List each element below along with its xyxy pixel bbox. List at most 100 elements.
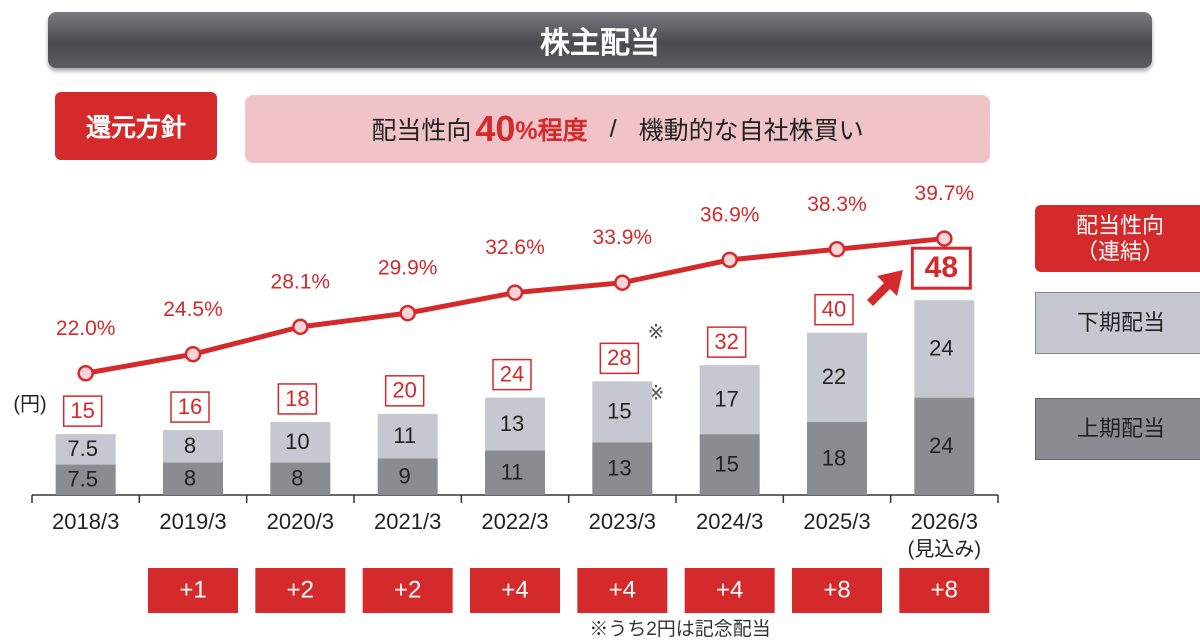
bar-label: 7.5 — [67, 436, 98, 461]
increase-label: +4 — [609, 576, 636, 603]
bar-segment — [485, 450, 545, 495]
bar-label: 11 — [393, 423, 416, 448]
increase-label: +8 — [823, 576, 850, 603]
increase-label: +1 — [179, 576, 206, 603]
bar-label: 7.5 — [67, 467, 98, 492]
bar-label: 17 — [714, 386, 738, 411]
note-mark: ※ — [648, 321, 665, 343]
bar-segment — [699, 434, 760, 495]
total-box — [277, 383, 318, 415]
total-label: 18 — [285, 386, 309, 411]
x-tick-label: 2020/3 — [267, 509, 334, 534]
x-tick-label: 2019/3 — [159, 509, 226, 534]
bar-segment — [914, 397, 975, 495]
line-value-label: 33.9% — [593, 226, 653, 249]
line-marker — [292, 318, 309, 336]
line-marker — [936, 230, 953, 247]
line-marker — [828, 240, 846, 258]
x-tick-label: 2021/3 — [374, 509, 441, 534]
policy-box: 配当性向 40 %程度 / 機動的な自社株買い — [245, 95, 990, 163]
bar-segment — [592, 442, 653, 495]
bar-segment — [485, 397, 545, 451]
bar-segment — [807, 332, 867, 422]
legend-item: 下期配当 — [1035, 292, 1200, 354]
bar-label: 13 — [607, 455, 631, 480]
increase-label: +4 — [716, 576, 743, 603]
legend-label: 上期配当 — [1076, 416, 1165, 441]
bar-segment — [55, 464, 116, 495]
increase-label: +2 — [394, 576, 421, 603]
line-value-label: 36.9% — [700, 203, 760, 226]
increase-box — [577, 568, 668, 613]
increase-box — [684, 568, 775, 613]
policy-suffix: %程度 — [515, 117, 588, 145]
total-box — [492, 358, 532, 391]
total-label: 32 — [714, 329, 738, 354]
policy-text: 配当性向 — [371, 117, 472, 145]
increase-box — [362, 568, 453, 613]
line-value-label: 28.1% — [271, 270, 331, 293]
separator: / — [609, 114, 617, 143]
line-value-label: 29.9% — [378, 257, 438, 280]
increase-label: +2 — [287, 576, 314, 603]
bar-segment — [163, 430, 223, 463]
total-label: 48 — [925, 251, 958, 284]
bar-segment — [377, 458, 438, 495]
legend-label: 下期配当 — [1076, 310, 1165, 335]
bar-segment — [55, 434, 116, 465]
total-label: 24 — [500, 361, 524, 386]
policy-badge: 還元方針 — [55, 92, 217, 160]
increase-label: +8 — [931, 576, 958, 603]
line-value-label: 39.7% — [915, 182, 975, 205]
total-box — [706, 326, 747, 358]
line-value-label: 32.6% — [485, 236, 545, 259]
bar-label: 18 — [822, 445, 846, 470]
policy-value: 40 — [475, 108, 516, 149]
bar-label: 10 — [285, 429, 309, 454]
bar-segment — [270, 421, 331, 463]
total-box — [599, 342, 640, 375]
line-marker — [184, 345, 202, 363]
bar-label: 8 — [184, 466, 196, 491]
x-tick-label: 2026/3 — [911, 509, 978, 534]
bar-label: 9 — [399, 464, 411, 489]
x-tick-label: 2024/3 — [696, 509, 763, 534]
bar-segment — [270, 462, 331, 495]
unit-label: (円) — [13, 393, 46, 415]
total-label: 40 — [822, 296, 846, 321]
line-marker — [399, 304, 416, 322]
legend-item: 上期配当 — [1035, 398, 1200, 460]
line-marker — [614, 274, 631, 291]
increase-label: +4 — [501, 576, 528, 603]
bar-label: 8 — [184, 433, 196, 458]
increase-box — [255, 568, 346, 613]
bar-label: 8 — [291, 466, 303, 491]
bar-segment — [592, 381, 653, 443]
x-tick-note: (見込み) — [908, 537, 981, 560]
bar-segment — [377, 413, 438, 459]
increase-box — [148, 568, 238, 613]
x-tick-label: 2018/3 — [52, 509, 119, 534]
line-marker — [77, 365, 94, 382]
bar-segment — [807, 421, 867, 495]
total-label: 16 — [178, 394, 202, 419]
total-box — [170, 391, 210, 423]
x-tick-label: 2023/3 — [589, 509, 656, 534]
x-tick-label: 2025/3 — [803, 509, 870, 534]
arrow — [867, 270, 903, 306]
bar-label: 13 — [500, 411, 524, 436]
increase-box — [470, 568, 560, 613]
bar-label: 24 — [929, 336, 953, 361]
bar-segment — [699, 365, 760, 435]
policy-text: 機動的な自社株買い — [638, 117, 864, 145]
bar-label: 15 — [607, 399, 631, 424]
bar-label: 22 — [822, 364, 846, 389]
total-box — [384, 375, 425, 407]
increase-box — [899, 568, 990, 613]
legend-item: 配当性向（連結） — [1035, 205, 1200, 272]
line-value-label: 38.3% — [807, 193, 867, 216]
x-tick-label: 2022/3 — [481, 509, 548, 534]
total-label: 28 — [607, 345, 631, 370]
